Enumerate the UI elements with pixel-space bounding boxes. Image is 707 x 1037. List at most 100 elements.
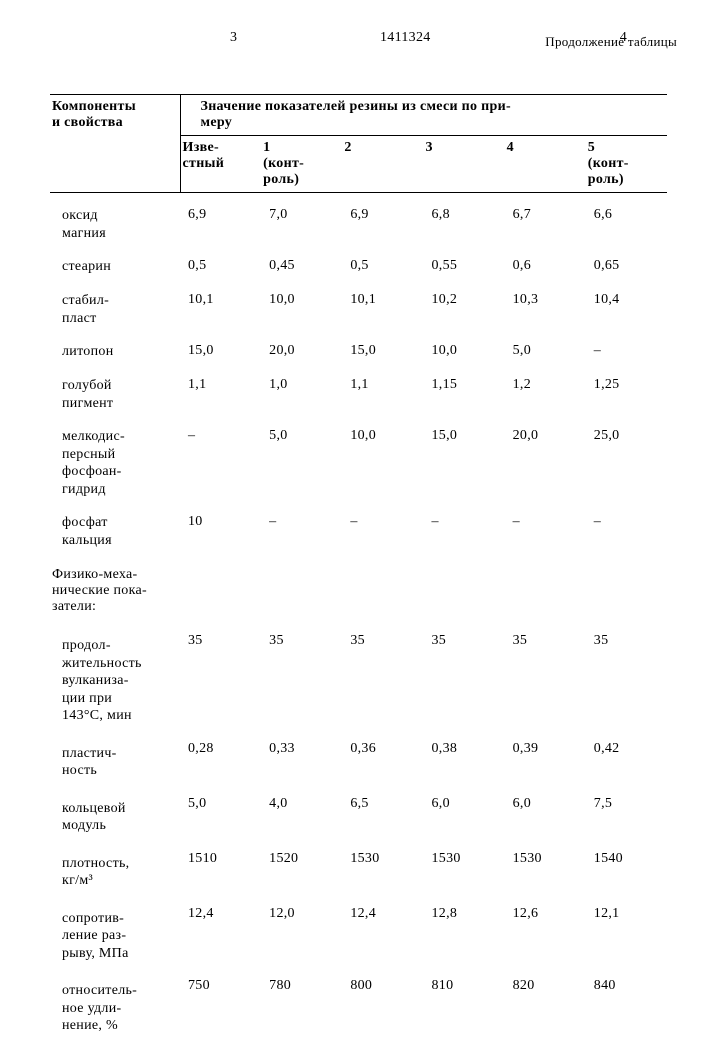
cell-value: 12,4: [342, 892, 423, 965]
cell-value: 5,0: [180, 782, 261, 837]
document-number: 1411324: [380, 30, 431, 46]
cell-value: 1,15: [423, 363, 504, 414]
table-row: мелкодис- персный фосфоан- гидрид–5,010,…: [50, 414, 667, 500]
cell-value: 0,33: [261, 727, 342, 782]
cell-value: 6,7: [505, 193, 586, 245]
table-row: стеарин0,50,450,50,550,60,65: [50, 244, 667, 278]
cell-value: 12,8: [423, 892, 504, 965]
cell-value: –: [261, 500, 342, 551]
row-label: плотность, кг/м³: [50, 837, 180, 892]
cell-value: 6,0: [423, 782, 504, 837]
cell-value: 810: [423, 964, 504, 1037]
table-row: продол- жительность вулканиза- ции при 1…: [50, 619, 667, 727]
row-header: Компоненты и свойства: [50, 95, 180, 193]
cell-value: 35: [505, 619, 586, 727]
cell-value: 10,3: [505, 278, 586, 329]
cell-value: 1,1: [180, 363, 261, 414]
cell-value: 5,0: [505, 329, 586, 363]
cell-value: 0,28: [180, 727, 261, 782]
cell-value: 12,6: [505, 892, 586, 965]
cell-value: 0,39: [505, 727, 586, 782]
row-label: сопротив- ление раз- рыву, МПа: [50, 892, 180, 965]
table-row: стабил- пласт10,110,010,110,210,310,4: [50, 278, 667, 329]
cell-value: 1520: [261, 837, 342, 892]
cell-value: 6,9: [342, 193, 423, 245]
cell-value: 0,36: [342, 727, 423, 782]
table-row: относитель- ное удли- нение, %7507808008…: [50, 964, 667, 1037]
cell-value: 1530: [505, 837, 586, 892]
section-label: Физико-меха- нические пока- затели:: [50, 551, 667, 619]
section-row: Физико-меха- нические пока- затели:: [50, 551, 667, 619]
table-row: кольцевой модуль5,04,06,56,06,07,5: [50, 782, 667, 837]
cell-value: 6,9: [180, 193, 261, 245]
cell-value: 10,1: [342, 278, 423, 329]
cell-value: 1,25: [586, 363, 667, 414]
cell-value: 5,0: [261, 414, 342, 500]
cell-value: 10,4: [586, 278, 667, 329]
cell-value: 0,38: [423, 727, 504, 782]
cell-value: 10,0: [261, 278, 342, 329]
row-label: кольцевой модуль: [50, 782, 180, 837]
cell-value: 35: [586, 619, 667, 727]
cell-value: 820: [505, 964, 586, 1037]
col-4: 4: [505, 136, 586, 193]
table-row: оксид магния6,97,06,96,86,76,6: [50, 193, 667, 245]
row-label: мелкодис- персный фосфоан- гидрид: [50, 414, 180, 500]
cell-value: 6,8: [423, 193, 504, 245]
cell-value: 780: [261, 964, 342, 1037]
cell-value: 0,42: [586, 727, 667, 782]
col-3: 3: [423, 136, 504, 193]
cell-value: 1540: [586, 837, 667, 892]
cell-value: 800: [342, 964, 423, 1037]
cell-value: –: [342, 500, 423, 551]
cell-value: 6,5: [342, 782, 423, 837]
row-label: голубой пигмент: [50, 363, 180, 414]
cell-value: 10,1: [180, 278, 261, 329]
cell-value: 0,55: [423, 244, 504, 278]
cell-value: 35: [342, 619, 423, 727]
table-row: голубой пигмент1,11,01,11,151,21,25: [50, 363, 667, 414]
row-label: стеарин: [50, 244, 180, 278]
column-banner: Значение показателей резины из смеси по …: [180, 95, 667, 136]
cell-value: 35: [180, 619, 261, 727]
row-label: продол- жительность вулканиза- ции при 1…: [50, 619, 180, 727]
cell-value: 7,0: [261, 193, 342, 245]
cell-value: 10,0: [423, 329, 504, 363]
cell-value: 10: [180, 500, 261, 551]
cell-value: 0,5: [180, 244, 261, 278]
cell-value: –: [505, 500, 586, 551]
table-row: пластич- ность0,280,330,360,380,390,42: [50, 727, 667, 782]
cell-value: 840: [586, 964, 667, 1037]
cell-value: 35: [423, 619, 504, 727]
cell-value: 20,0: [505, 414, 586, 500]
cell-value: 12,1: [586, 892, 667, 965]
col-known: Изве- стный: [180, 136, 261, 193]
cell-value: 6,6: [586, 193, 667, 245]
cell-value: 15,0: [180, 329, 261, 363]
row-label: относитель- ное удли- нение, %: [50, 964, 180, 1037]
data-table: Компоненты и свойства Значение показател…: [50, 94, 667, 1037]
col-5-ctrl: 5 (конт- роль): [586, 136, 667, 193]
cell-value: 0,45: [261, 244, 342, 278]
cell-value: 1,1: [342, 363, 423, 414]
cell-value: 25,0: [586, 414, 667, 500]
cell-value: 20,0: [261, 329, 342, 363]
cell-value: 0,5: [342, 244, 423, 278]
row-label: литопон: [50, 329, 180, 363]
cell-value: 15,0: [423, 414, 504, 500]
cell-value: 7,5: [586, 782, 667, 837]
cell-value: 1530: [423, 837, 504, 892]
cell-value: 1530: [342, 837, 423, 892]
col-2: 2: [342, 136, 423, 193]
table-row: литопон15,020,015,010,05,0–: [50, 329, 667, 363]
row-label: оксид магния: [50, 193, 180, 245]
cell-value: 6,0: [505, 782, 586, 837]
col-1-ctrl: 1 (конт- роль): [261, 136, 342, 193]
cell-value: 4,0: [261, 782, 342, 837]
cell-value: 0,6: [505, 244, 586, 278]
cell-value: 1510: [180, 837, 261, 892]
cell-value: 12,0: [261, 892, 342, 965]
cell-value: 1,0: [261, 363, 342, 414]
cell-value: 1,2: [505, 363, 586, 414]
cell-value: 12,4: [180, 892, 261, 965]
